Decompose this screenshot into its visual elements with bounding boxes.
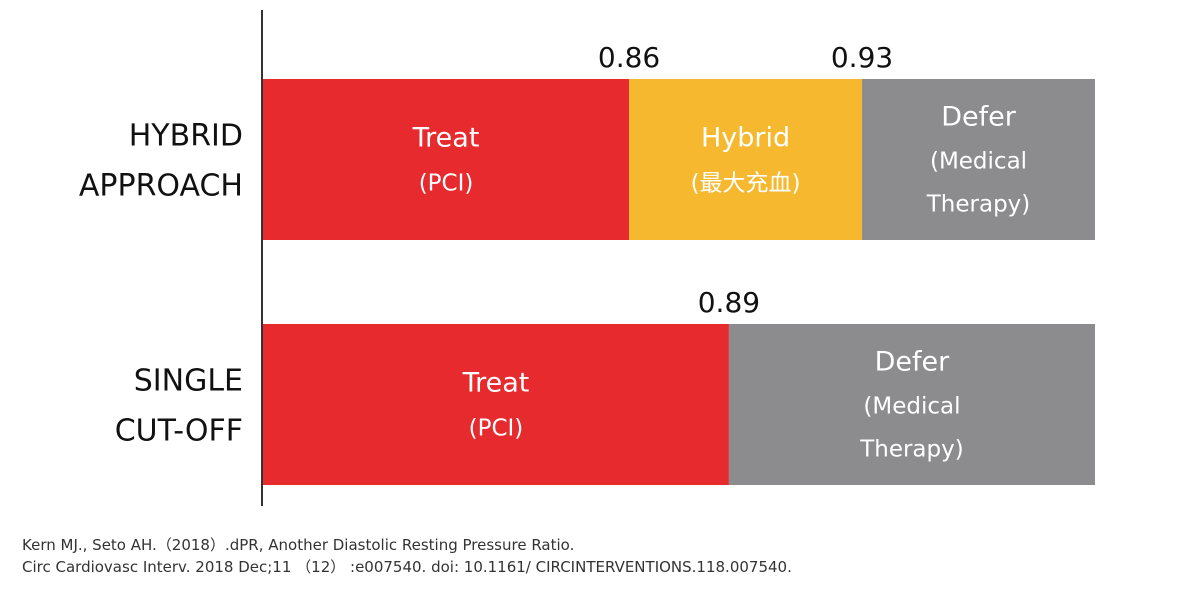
segment-label: (PCI) <box>469 416 524 442</box>
segment-label: (Medical <box>930 149 1027 175</box>
category-label: SINGLE <box>134 364 243 399</box>
bar-segment <box>263 79 630 240</box>
segment-label: (PCI) <box>419 171 474 197</box>
segment-label: Treat <box>412 123 480 154</box>
segment-label: Therapy) <box>926 192 1031 218</box>
threshold-label: 0.89 <box>698 286 760 319</box>
citation-line-2: Circ Cardiovasc Interv. 2018 Dec;11 （12）… <box>22 558 792 576</box>
bar-segment <box>629 79 863 240</box>
bar-segment <box>263 324 729 485</box>
segment-label: Treat <box>462 368 530 399</box>
citation-line-1: Kern MJ., Seto AH.（2018）.dPR, Another Di… <box>22 536 575 554</box>
segment-label: Therapy) <box>859 437 964 463</box>
segment-label: Defer <box>875 347 951 378</box>
citation: Kern MJ., Seto AH.（2018）.dPR, Another Di… <box>22 534 792 578</box>
segment-label: Defer <box>941 102 1017 133</box>
threshold-label: 0.86 <box>598 41 660 74</box>
category-label: HYBRID <box>129 119 243 154</box>
segment-label: (最大充血) <box>691 171 801 197</box>
category-label: APPROACH <box>79 169 243 204</box>
segment-label: Hybrid <box>701 123 790 154</box>
bar-segment <box>728 324 1095 485</box>
segment-label: (Medical <box>863 394 960 420</box>
threshold-label: 0.93 <box>831 41 893 74</box>
bar-segment <box>862 79 1095 240</box>
category-label: CUT-OFF <box>115 414 243 449</box>
